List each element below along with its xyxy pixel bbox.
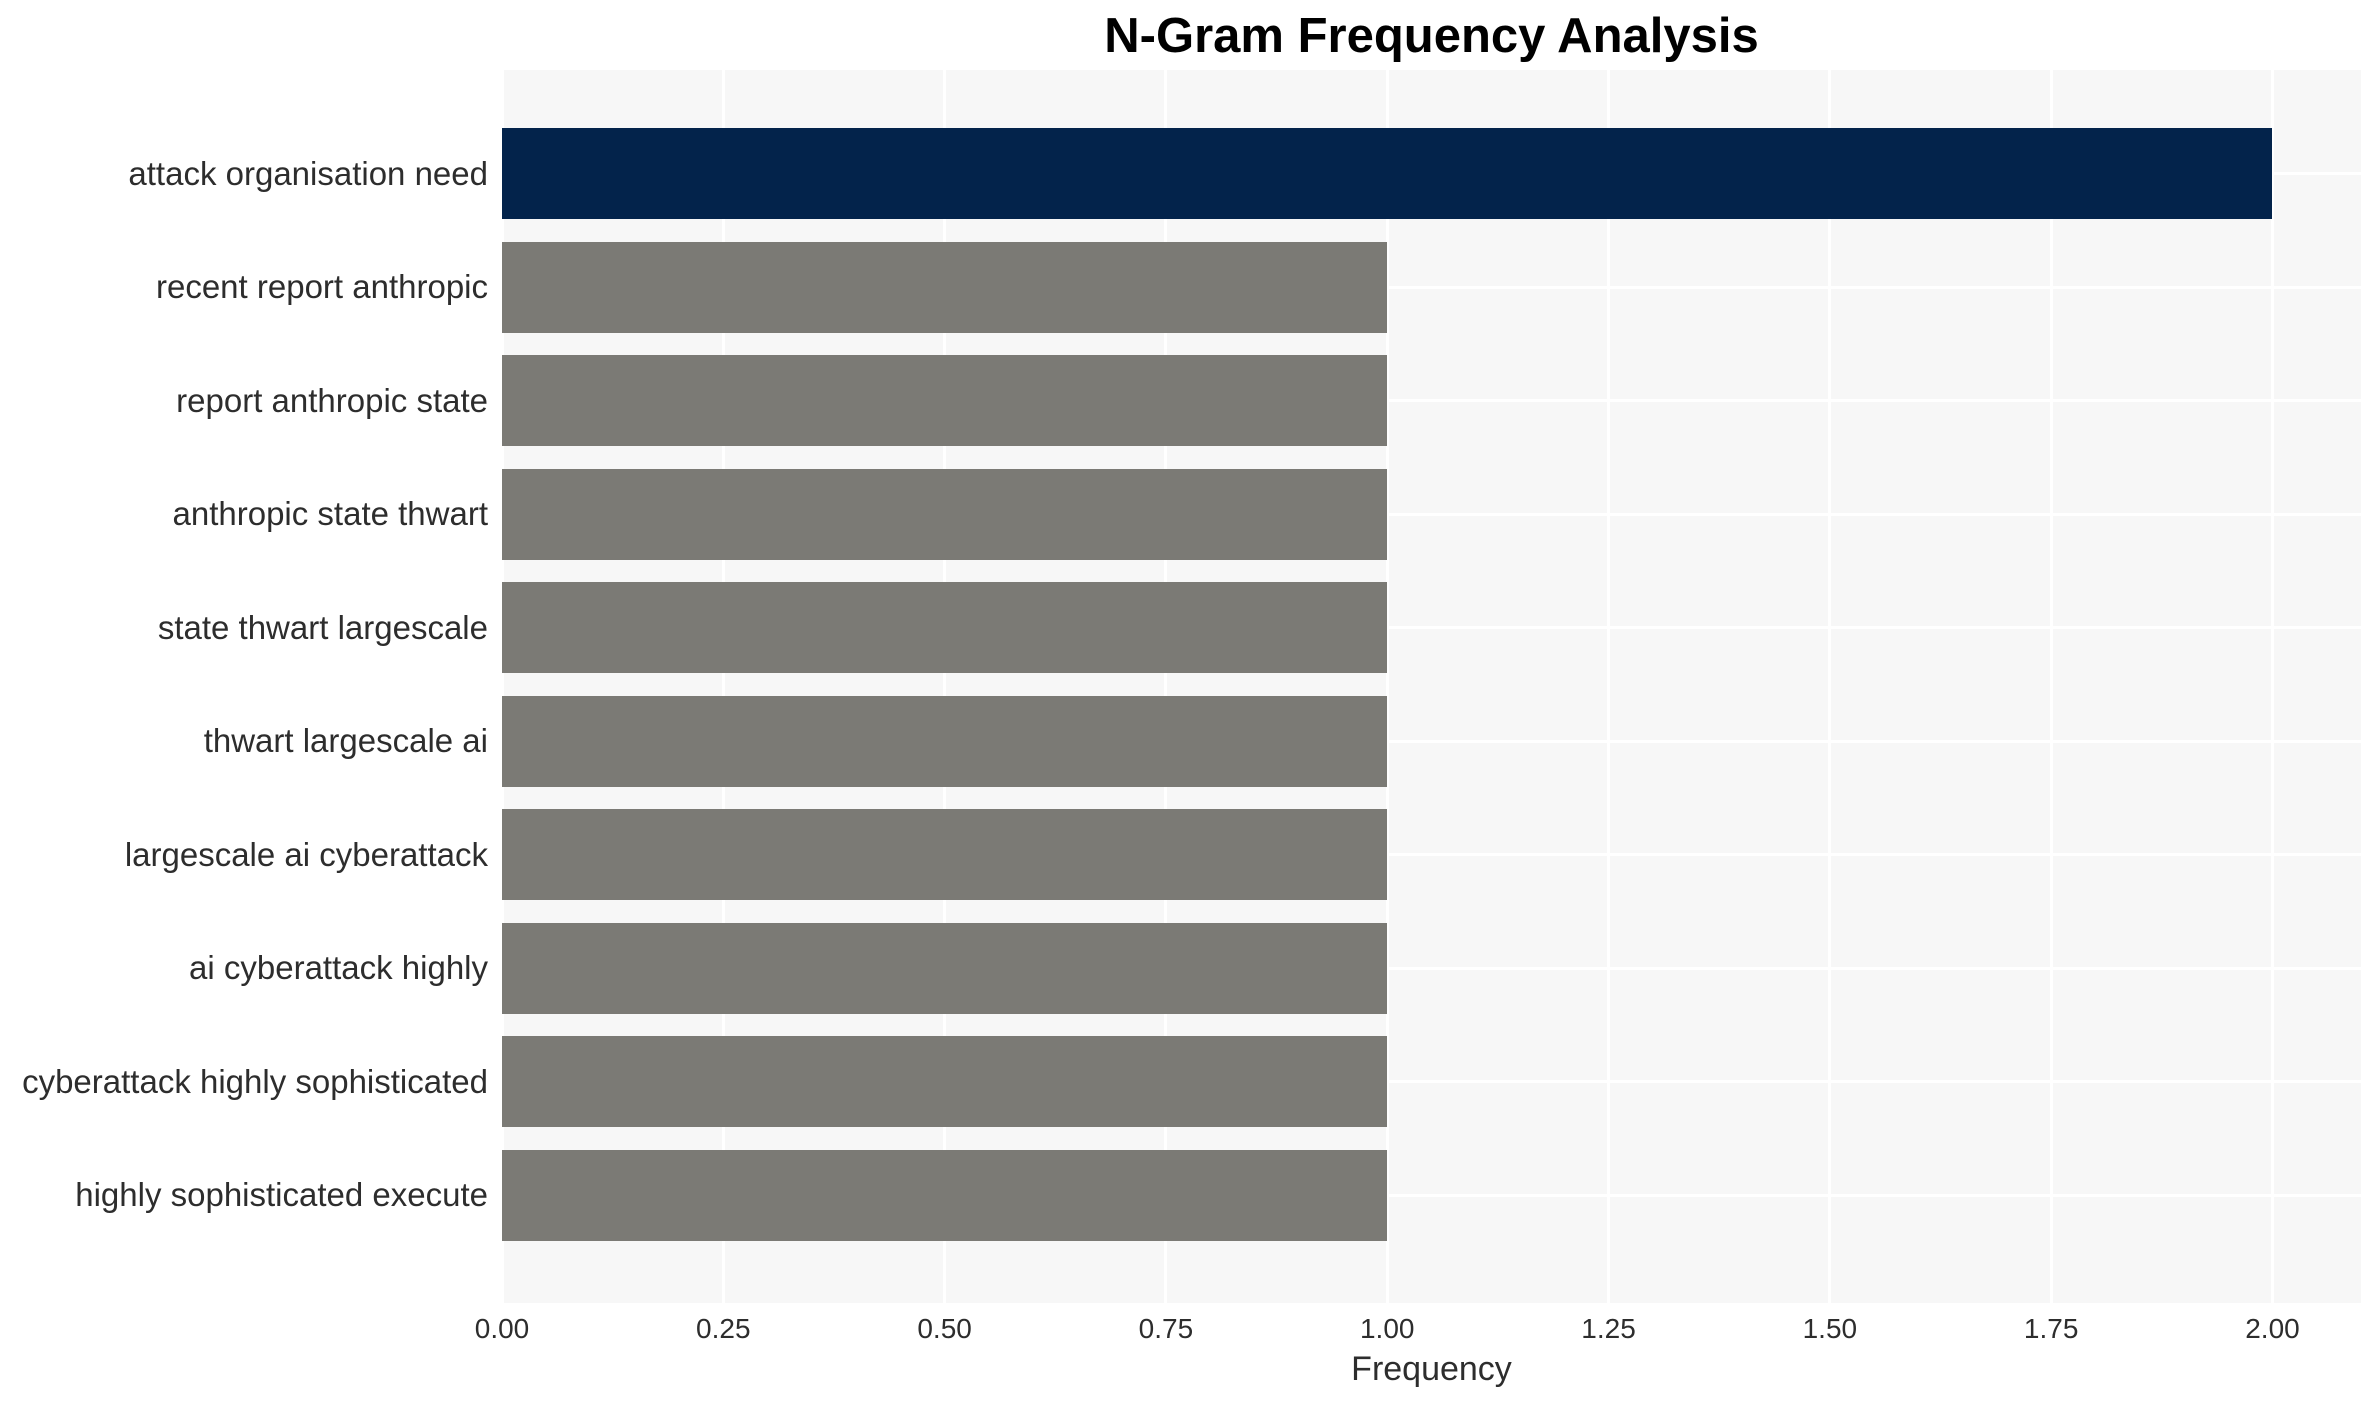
bar-cyberattack-highly-sophisticated <box>502 1036 1388 1128</box>
gridline-vertical <box>943 70 947 1303</box>
y-tick-label: ai cyberattack highly <box>189 949 488 987</box>
gridline-horizontal <box>502 285 2361 289</box>
plot-area <box>500 70 2361 1303</box>
gridline-horizontal <box>502 399 2361 403</box>
y-tick-label: largescale ai cyberattack <box>124 835 488 873</box>
bar-report-anthropic-state <box>502 355 1388 447</box>
x-tick-label: 1.50 <box>1802 1313 1858 1344</box>
y-tick-label: thwart largescale ai <box>203 722 488 760</box>
y-tick-label: report anthropic state <box>176 381 488 419</box>
x-tick-label: 0.75 <box>1138 1313 1194 1344</box>
x-tick-label: 0.00 <box>474 1313 530 1344</box>
gridline-vertical <box>1607 70 1611 1303</box>
x-axis-tick-labels: 0.00 0.25 0.50 0.75 1.00 1.25 1.50 1.75 2.00 <box>475 1313 2361 1347</box>
x-tick-label: 1.75 <box>2023 1313 2079 1344</box>
gridline-vertical <box>2270 70 2274 1303</box>
y-tick-label: attack organisation need <box>128 154 488 192</box>
bar-largescale-ai-cyberattack <box>502 809 1388 901</box>
gridline-vertical <box>1164 70 1168 1303</box>
gridline-horizontal <box>502 853 2361 857</box>
gridline-horizontal <box>502 1080 2361 1084</box>
y-axis-labels: attack organisation need recent report an… <box>0 70 494 1303</box>
gridline-vertical <box>721 70 725 1303</box>
gridline-horizontal <box>502 512 2361 516</box>
gridline-vertical <box>1385 70 1389 1303</box>
bar-ai-cyberattack-highly <box>502 922 1388 1014</box>
chart-title: N-Gram Frequency Analysis <box>1104 9 1759 63</box>
bar-thwart-largescale-ai <box>502 695 1388 787</box>
y-tick-label: state thwart largescale <box>157 608 488 646</box>
x-tick-label: 2.00 <box>2245 1313 2300 1344</box>
gridline-horizontal <box>502 739 2361 743</box>
y-tick-label: recent report anthropic <box>155 268 488 306</box>
bar-anthropic-state-thwart <box>502 468 1388 560</box>
gridline-vertical <box>2049 70 2053 1303</box>
gridline-vertical <box>500 70 504 1303</box>
bar-state-thwart-largescale <box>502 582 1388 674</box>
x-tick-label: 1.00 <box>1359 1313 1415 1344</box>
gridline-horizontal <box>502 966 2361 970</box>
y-tick-label: cyberattack highly sophisticated <box>22 1062 488 1100</box>
bar-attack-organisation-need <box>502 128 2273 220</box>
gridline-horizontal <box>502 626 2361 630</box>
gridline-vertical <box>1828 70 1832 1303</box>
x-tick-label: 0.25 <box>696 1313 751 1344</box>
y-tick-label: highly sophisticated execute <box>75 1176 488 1214</box>
bar-recent-report-anthropic <box>502 241 1388 333</box>
x-tick-label: 0.50 <box>917 1313 972 1344</box>
gridline-horizontal <box>502 1193 2361 1197</box>
x-axis-title: Frequency <box>1351 1350 1512 1388</box>
x-tick-label: 1.25 <box>1581 1313 1636 1344</box>
y-tick-label: anthropic state thwart <box>172 495 489 533</box>
bar-highly-sophisticated-execute <box>502 1149 1388 1241</box>
